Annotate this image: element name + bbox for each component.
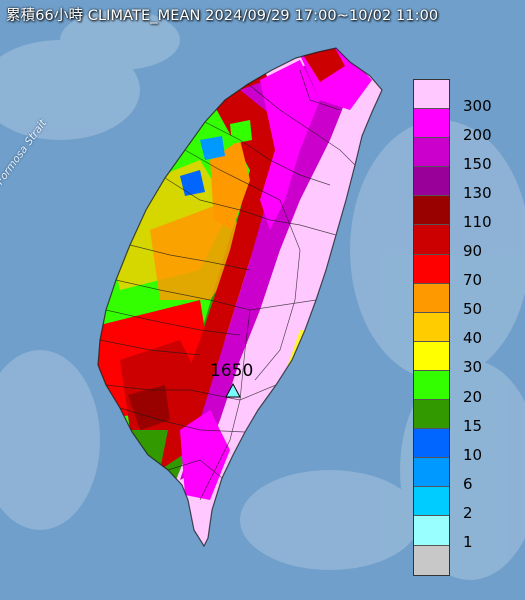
legend-label: 150 <box>463 154 492 173</box>
legend-swatch <box>414 487 449 517</box>
legend-swatch <box>414 196 449 226</box>
legend-label: 6 <box>463 474 473 493</box>
legend-swatch <box>414 109 449 139</box>
legend-label: 130 <box>463 183 492 202</box>
legend-label: 110 <box>463 212 492 231</box>
legend-swatch <box>414 254 449 284</box>
legend-swatch <box>414 312 449 342</box>
legend-label: 50 <box>463 300 483 319</box>
legend-label: 90 <box>463 242 483 261</box>
legend-swatch <box>414 429 449 459</box>
legend-swatch <box>414 167 449 197</box>
legend-swatch <box>414 458 449 488</box>
legend-swatch <box>414 370 449 401</box>
legend-swatch <box>414 341 449 371</box>
max-station-marker <box>225 382 241 398</box>
legend-label: 30 <box>463 358 483 377</box>
legend-label: 70 <box>463 271 483 290</box>
legend-label: 300 <box>463 96 492 115</box>
legend-label: 15 <box>463 416 483 435</box>
color-legend <box>413 79 450 576</box>
legend-swatch <box>414 516 449 546</box>
max-station-value: 1650 <box>210 361 254 381</box>
legend-label: 200 <box>463 125 492 144</box>
legend-swatch <box>414 400 449 430</box>
legend-label: 20 <box>463 387 483 406</box>
map-title: 累積66小時 CLIMATE_MEAN 2024/09/29 17:00~10/… <box>6 8 439 24</box>
legend-swatch <box>414 225 449 255</box>
legend-label: 40 <box>463 329 483 348</box>
legend-swatch <box>414 138 449 168</box>
legend-swatch <box>414 80 449 110</box>
legend-label: 10 <box>463 445 483 464</box>
legend-label: 1 <box>463 533 473 552</box>
legend-swatch <box>414 545 449 575</box>
legend-label: 2 <box>463 503 473 522</box>
legend-swatch <box>414 283 449 313</box>
county-borders <box>97 47 383 548</box>
